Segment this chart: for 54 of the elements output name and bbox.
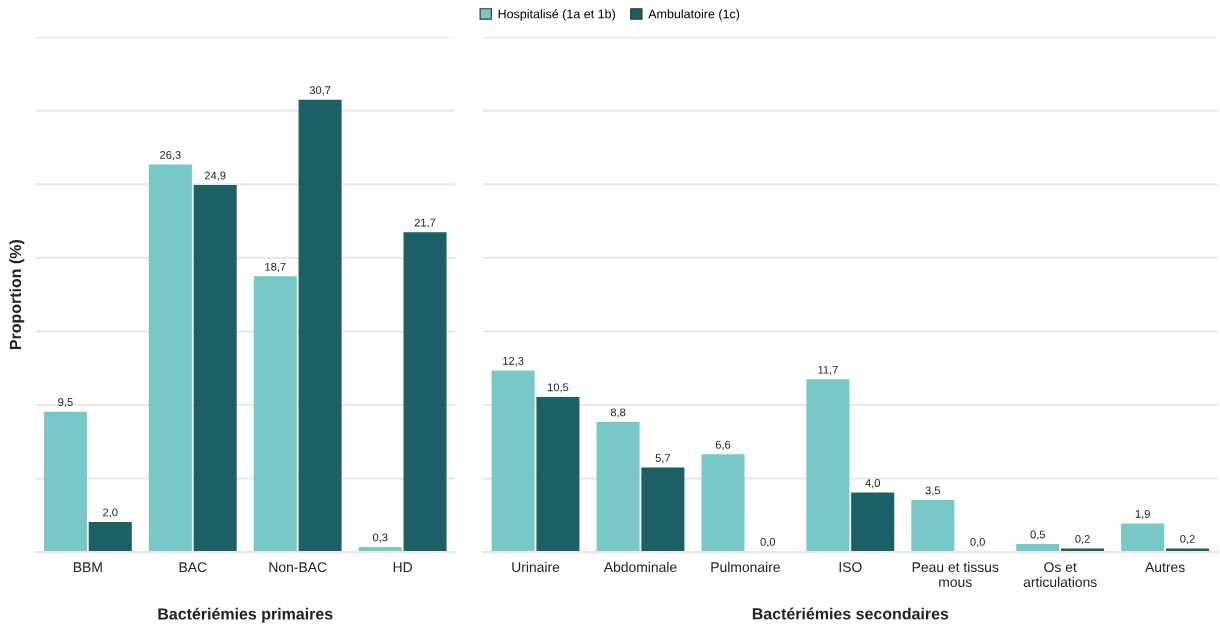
bar	[701, 454, 745, 553]
data-label: 10,5	[547, 383, 569, 393]
data-label: 0,2	[1075, 534, 1090, 545]
x-tick-label: ISO	[839, 562, 862, 573]
x-tick-label: Abdominale	[603, 561, 677, 573]
data-label: 8,8	[610, 408, 626, 418]
bar	[491, 370, 535, 553]
data-label: 4,0	[865, 479, 881, 489]
x-tick-label: Pulmonaire	[711, 561, 780, 573]
x-tick-label: BAC	[179, 562, 207, 573]
bar	[148, 164, 192, 553]
x-axis-title: Bactériémies primaires	[158, 607, 333, 623]
bar	[1121, 523, 1165, 553]
data-label: 0,0	[760, 537, 776, 548]
y-axis-title: Proportion (%)	[9, 240, 25, 350]
legend-label: Hospitalisé (1a et 1b)	[498, 9, 615, 21]
data-label: 11,7	[818, 365, 838, 375]
x-tick-label: BBM	[73, 562, 102, 572]
data-label: 21,7	[414, 218, 436, 228]
data-label: 24,9	[204, 171, 226, 181]
bar	[88, 522, 132, 553]
x-tick-label: HD	[393, 562, 412, 572]
data-label: 3,5	[925, 486, 941, 496]
bar	[43, 411, 87, 553]
data-label: 0,0	[970, 537, 985, 548]
data-label: 0,3	[372, 533, 388, 543]
bar	[403, 232, 447, 553]
x-tick-label: Urinaire	[512, 561, 560, 573]
legend-label: Ambulatoire (1c)	[648, 9, 740, 21]
bar	[806, 379, 850, 553]
bar	[851, 492, 895, 553]
data-label: 0,2	[1180, 534, 1195, 545]
data-label: 12,3	[503, 356, 524, 367]
bar	[253, 276, 297, 553]
x-tick-label: Autres	[1145, 562, 1185, 573]
bar	[193, 185, 237, 553]
x-tick-label: Non-BAC	[269, 562, 327, 573]
data-label: 9,5	[58, 398, 73, 408]
data-label: 30,7	[309, 86, 331, 96]
data-label: 18,7	[265, 262, 286, 272]
bar	[298, 99, 342, 553]
bar	[596, 421, 640, 553]
bar	[536, 396, 580, 553]
x-tick-label: Peau et tissus mous	[912, 561, 999, 588]
data-label: 1,9	[1135, 509, 1150, 520]
data-label: 2,0	[103, 508, 118, 518]
x-axis-title: Bactériémies secondaires	[752, 607, 949, 620]
data-label: 0,5	[1030, 530, 1046, 540]
data-label: 6,6	[715, 440, 731, 450]
bar	[911, 499, 955, 553]
x-tick-label: Os et articulations	[1023, 562, 1097, 588]
data-label: 5,7	[655, 454, 671, 464]
bar	[641, 467, 685, 553]
data-label: 26,3	[160, 150, 181, 161]
